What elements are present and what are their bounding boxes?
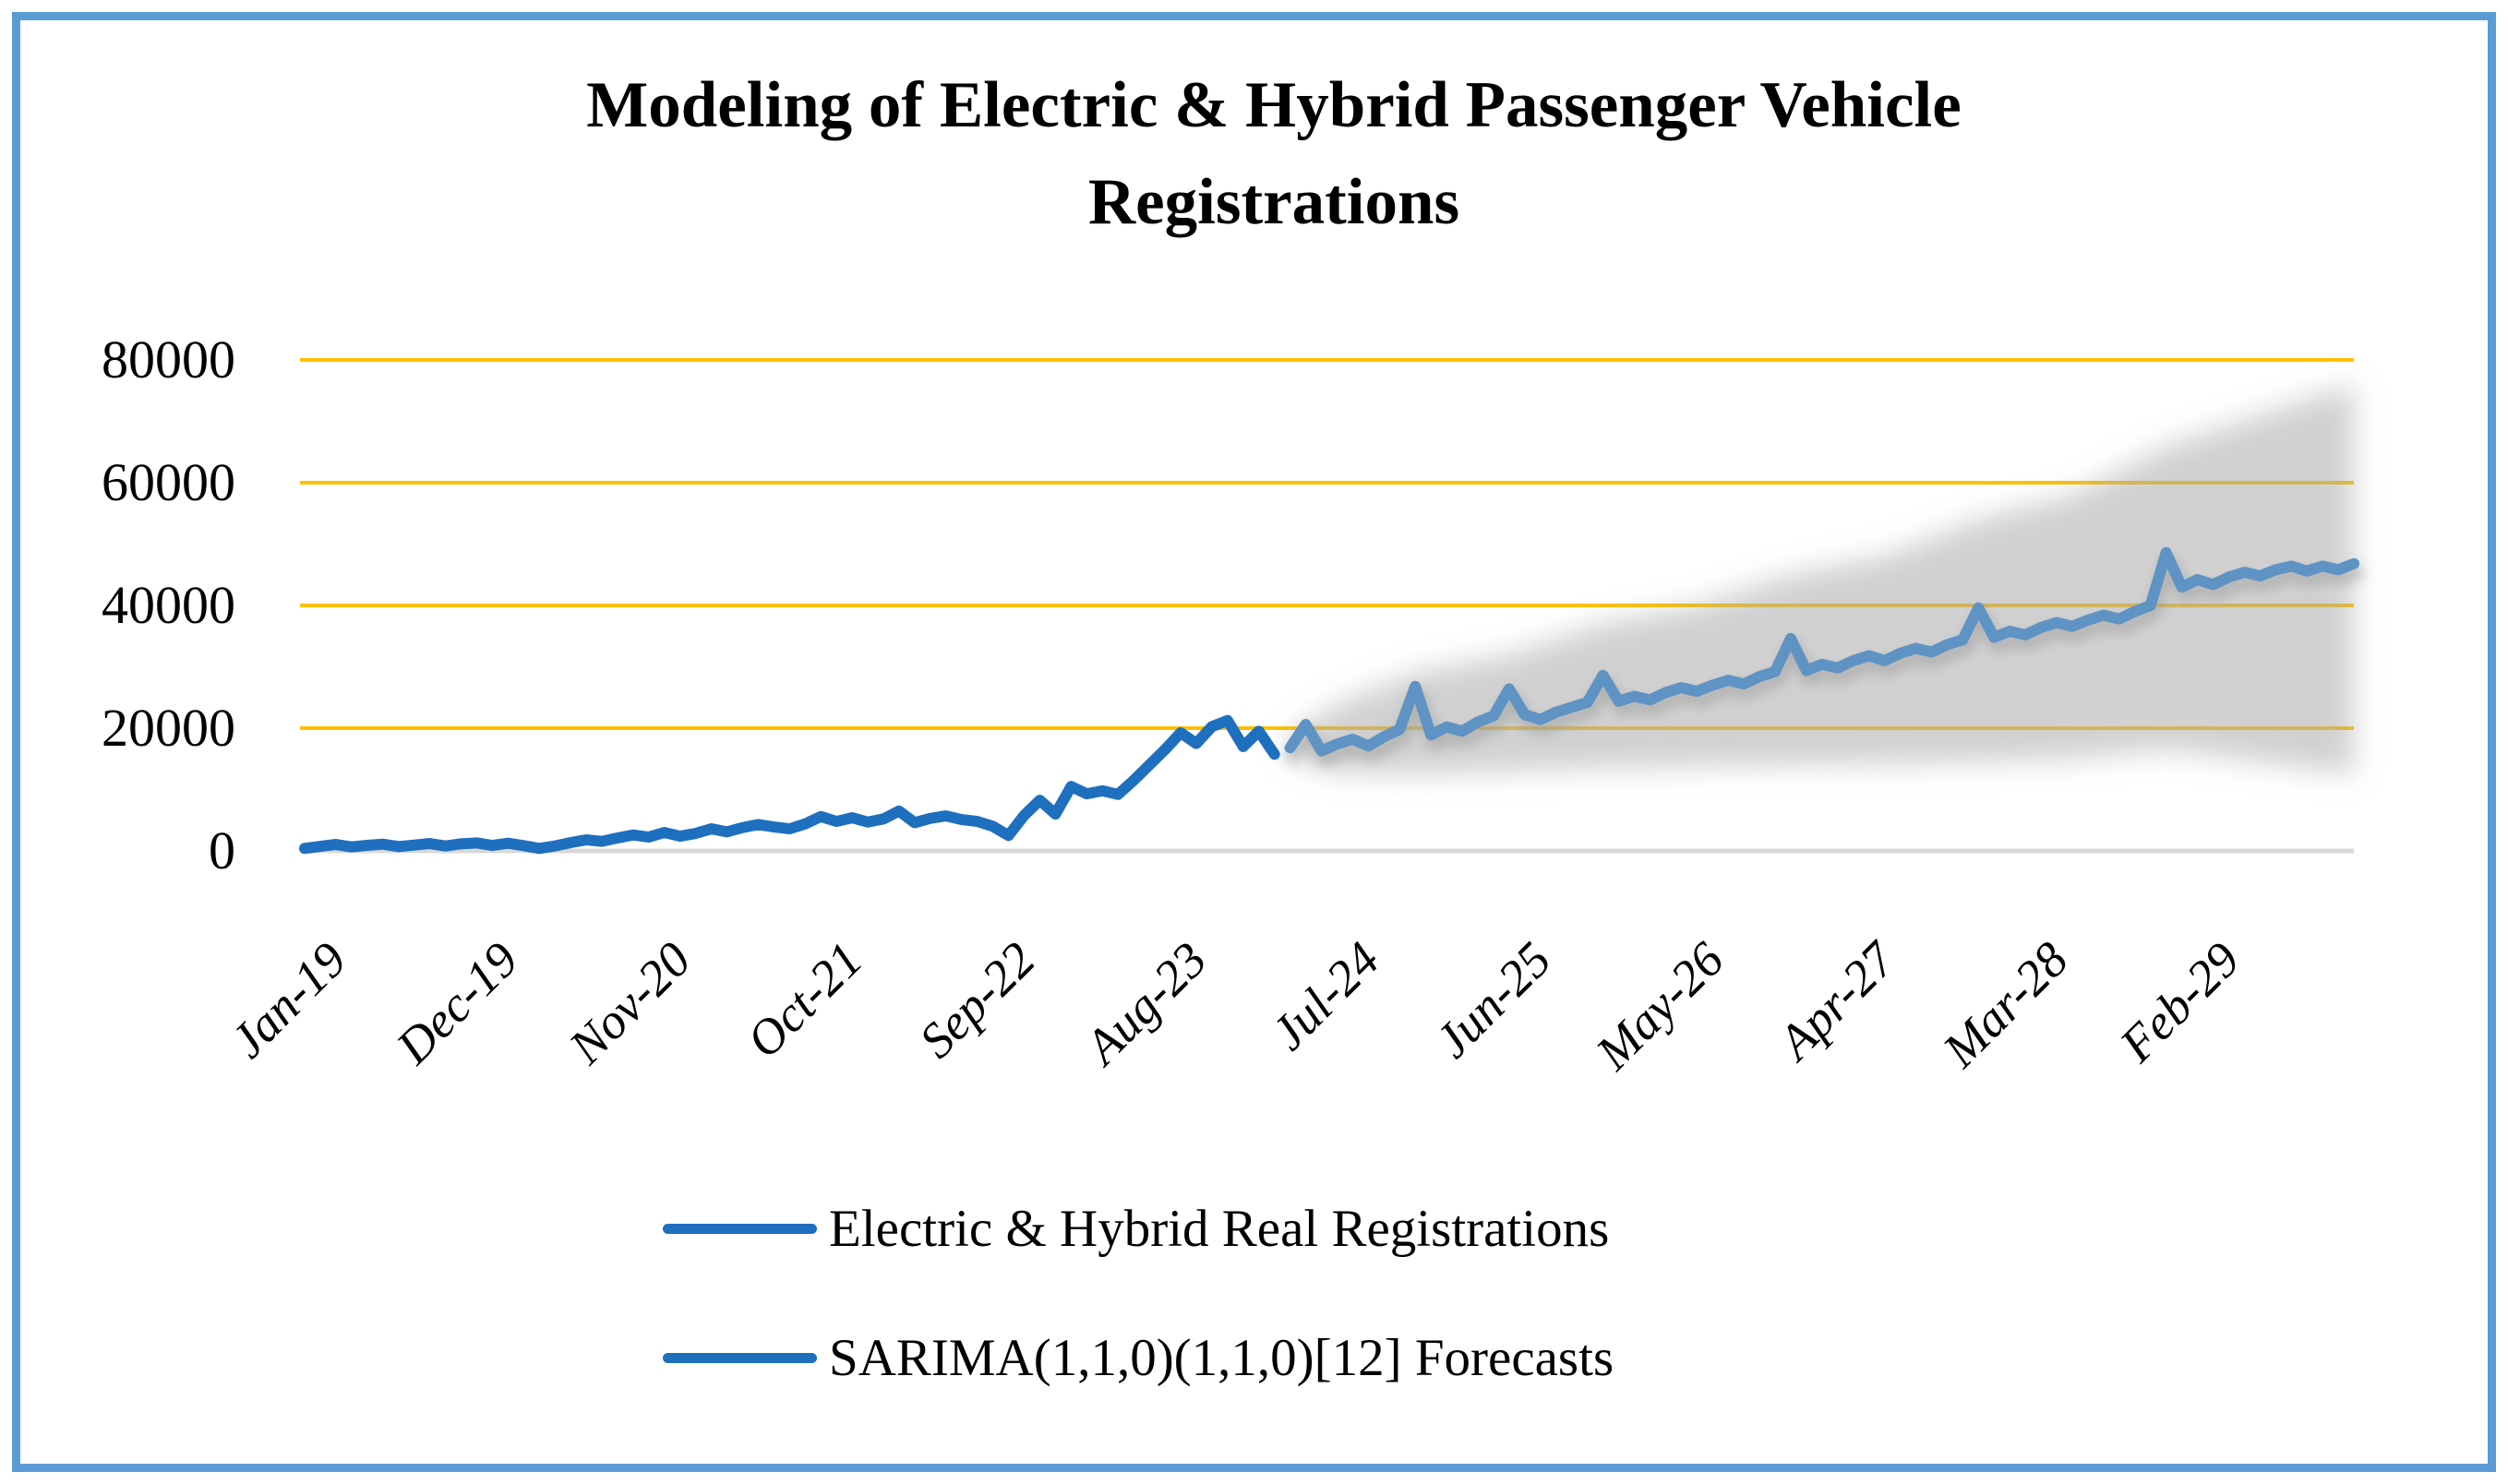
y-tick-60000: 60000 xyxy=(102,452,235,512)
y-tick-20000: 20000 xyxy=(102,698,235,758)
chart-title: Modeling of Electric & Hybrid Passenger … xyxy=(586,69,1962,239)
y-tick-40000: 40000 xyxy=(102,575,235,635)
confidence-band xyxy=(1290,384,2354,774)
y-tick-80000: 80000 xyxy=(102,329,235,389)
legend-item-forecast: SARIMA(1,1,0)(1,1,0)[12] Forecasts xyxy=(663,1322,1614,1394)
legend-label-real: Electric & Hybrid Real Registrations xyxy=(829,1199,1610,1258)
legend-item-real: Electric & Hybrid Real Registrations xyxy=(663,1192,1609,1264)
y-tick-0: 0 xyxy=(209,820,235,880)
real-line-swatch xyxy=(663,1223,817,1234)
legend-label-forecast: SARIMA(1,1,0)(1,1,0)[12] Forecasts xyxy=(829,1328,1614,1387)
forecast-line-swatch xyxy=(663,1352,817,1363)
sarima-forecast-line xyxy=(1284,546,2359,757)
real-registrations-line xyxy=(299,714,1280,855)
